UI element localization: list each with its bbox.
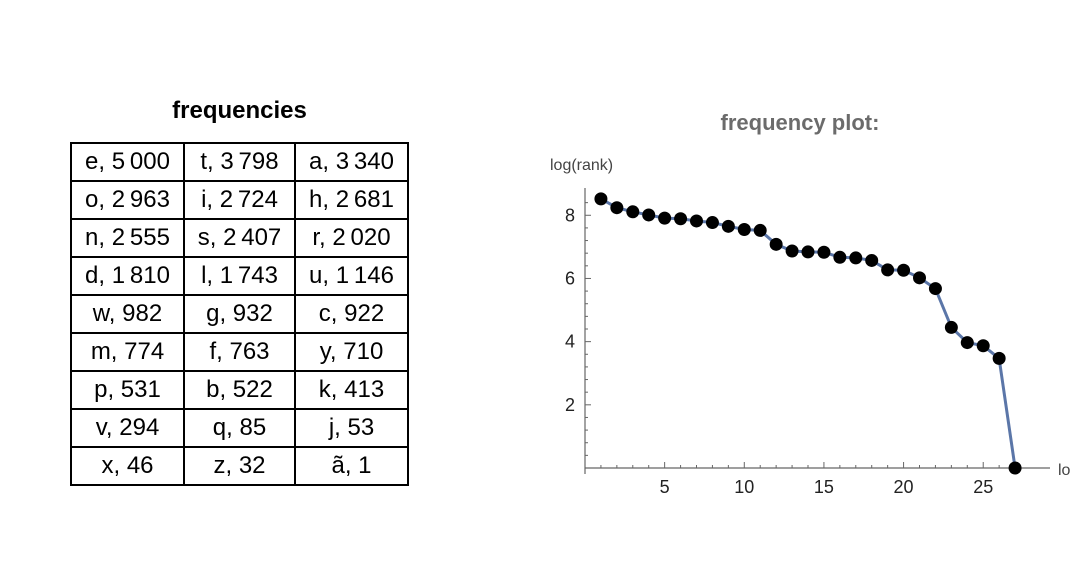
data-point (769, 237, 783, 251)
table-cell: z, 32 (183, 446, 296, 486)
table-row: e, 5 000 t, 3 798 a, 3 340 (70, 142, 409, 182)
data-point (610, 201, 624, 215)
data-point (944, 320, 958, 334)
data-point (785, 244, 799, 258)
data-point (721, 219, 735, 233)
table-row: p, 531 b, 522 k, 413 (70, 370, 409, 410)
table-cell: d, 1 810 (70, 256, 185, 296)
y-tick-label: 4 (565, 332, 575, 352)
chart-title: frequency plot: (720, 110, 880, 135)
data-point (658, 211, 672, 225)
table-cell: y, 710 (294, 332, 409, 372)
table-cell: e, 5 000 (70, 142, 185, 182)
table-cell: u, 1 146 (294, 256, 409, 296)
data-point (705, 216, 719, 230)
table-row: n, 2 555 s, 2 407 r, 2 020 (70, 218, 409, 258)
data-point (865, 253, 879, 267)
table-cell: c, 922 (294, 294, 409, 334)
table-cell: o, 2 963 (70, 180, 185, 220)
data-point (913, 271, 926, 285)
y-tick-label: 2 (565, 395, 575, 415)
data-point (674, 212, 688, 226)
table-row: x, 46 z, 32 ã, 1 (70, 446, 409, 486)
x-tick-label: 10 (734, 477, 754, 497)
y-axis-label: log(rank) (550, 157, 613, 174)
x-tick-label: 5 (660, 477, 670, 497)
data-point (992, 351, 1006, 365)
table-row: v, 294 q, 85 j, 53 (70, 408, 409, 448)
table-cell: j, 53 (294, 408, 409, 448)
table-cell: q, 85 (183, 408, 296, 448)
table-cell: i, 2 724 (183, 180, 296, 220)
x-tick-label: 15 (814, 477, 834, 497)
data-point (626, 205, 640, 219)
table-row: d, 1 810 l, 1 743 u, 1 146 (70, 256, 409, 296)
data-point (1008, 461, 1022, 475)
table-title: frequencies (172, 97, 307, 124)
data-point (833, 250, 847, 264)
data-point (642, 208, 656, 222)
table-cell: l, 1 743 (183, 256, 296, 296)
table-cell: v, 294 (70, 408, 185, 448)
data-point (849, 251, 863, 265)
table-cell: ã, 1 (294, 446, 409, 486)
table-cell: k, 413 (294, 370, 409, 410)
y-tick-label: 8 (565, 205, 575, 225)
table-row: w, 982 g, 932 c, 922 (70, 294, 409, 334)
data-point (690, 214, 703, 228)
table-cell: p, 531 (70, 370, 185, 410)
data-point (928, 282, 942, 296)
table-cell: a, 3 340 (294, 142, 409, 182)
table-cell: t, 3 798 (183, 142, 296, 182)
table-cell: f, 763 (183, 332, 296, 372)
data-point (897, 263, 911, 277)
y-tick-label: 6 (565, 268, 575, 288)
data-point (594, 192, 608, 206)
table-cell: n, 2 555 (70, 218, 185, 258)
data-point (753, 223, 767, 237)
table-cell: h, 2 681 (294, 180, 409, 220)
data-point (801, 245, 815, 259)
table-cell: w, 982 (70, 294, 185, 334)
table-cell: m, 774 (70, 332, 185, 372)
table-cell: s, 2 407 (183, 218, 296, 258)
table-row: m, 774 f, 763 y, 710 (70, 332, 409, 372)
table-cell: b, 522 (183, 370, 296, 410)
table-row: o, 2 963 i, 2 724 h, 2 681 (70, 180, 409, 220)
table-cell: g, 932 (183, 294, 296, 334)
data-point (737, 222, 751, 236)
table-cell: r, 2 020 (294, 218, 409, 258)
x-tick-label: 25 (973, 477, 993, 497)
data-point (817, 245, 831, 259)
data-point (960, 336, 974, 350)
x-axis-label: lo (1058, 462, 1071, 479)
table-cell: x, 46 (70, 446, 185, 486)
frequency-table: e, 5 000 t, 3 798 a, 3 340 o, 2 963 i, 2 724… (70, 142, 409, 486)
data-point (881, 263, 895, 277)
frequency-plot: 5 10 15 20 25 2 4 6 8 log(rank) lo (550, 157, 1071, 497)
data-point (976, 339, 990, 353)
x-tick-label: 20 (894, 477, 914, 497)
